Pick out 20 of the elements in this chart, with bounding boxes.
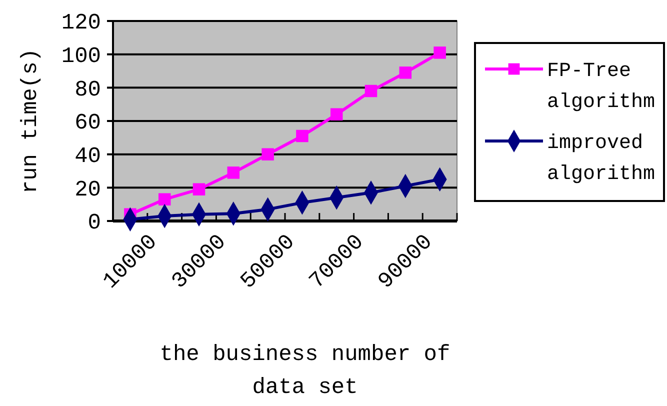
- point: [192, 183, 206, 196]
- y-tick-label: 20: [74, 177, 101, 202]
- y-tick-label: 60: [74, 110, 101, 136]
- x-axis-title: the business number of data set: [160, 342, 450, 400]
- y-tick-label: 100: [61, 44, 101, 70]
- point: [158, 193, 171, 206]
- point: [330, 108, 343, 120]
- y-tick-label: 40: [74, 144, 101, 170]
- y-tick-label: 120: [61, 10, 101, 36]
- legend-label: FP-Tree algorithm: [547, 60, 656, 114]
- point: [227, 166, 240, 179]
- y-tick-label: 0: [88, 210, 101, 236]
- point: [434, 46, 446, 59]
- y-axis-title: run time(s): [18, 48, 43, 194]
- point: [399, 66, 412, 79]
- point: [364, 84, 378, 98]
- y-tick-label: 80: [74, 77, 101, 102]
- point: [296, 130, 308, 142]
- point: [262, 148, 274, 160]
- legend-label: improved algorithm: [547, 132, 656, 186]
